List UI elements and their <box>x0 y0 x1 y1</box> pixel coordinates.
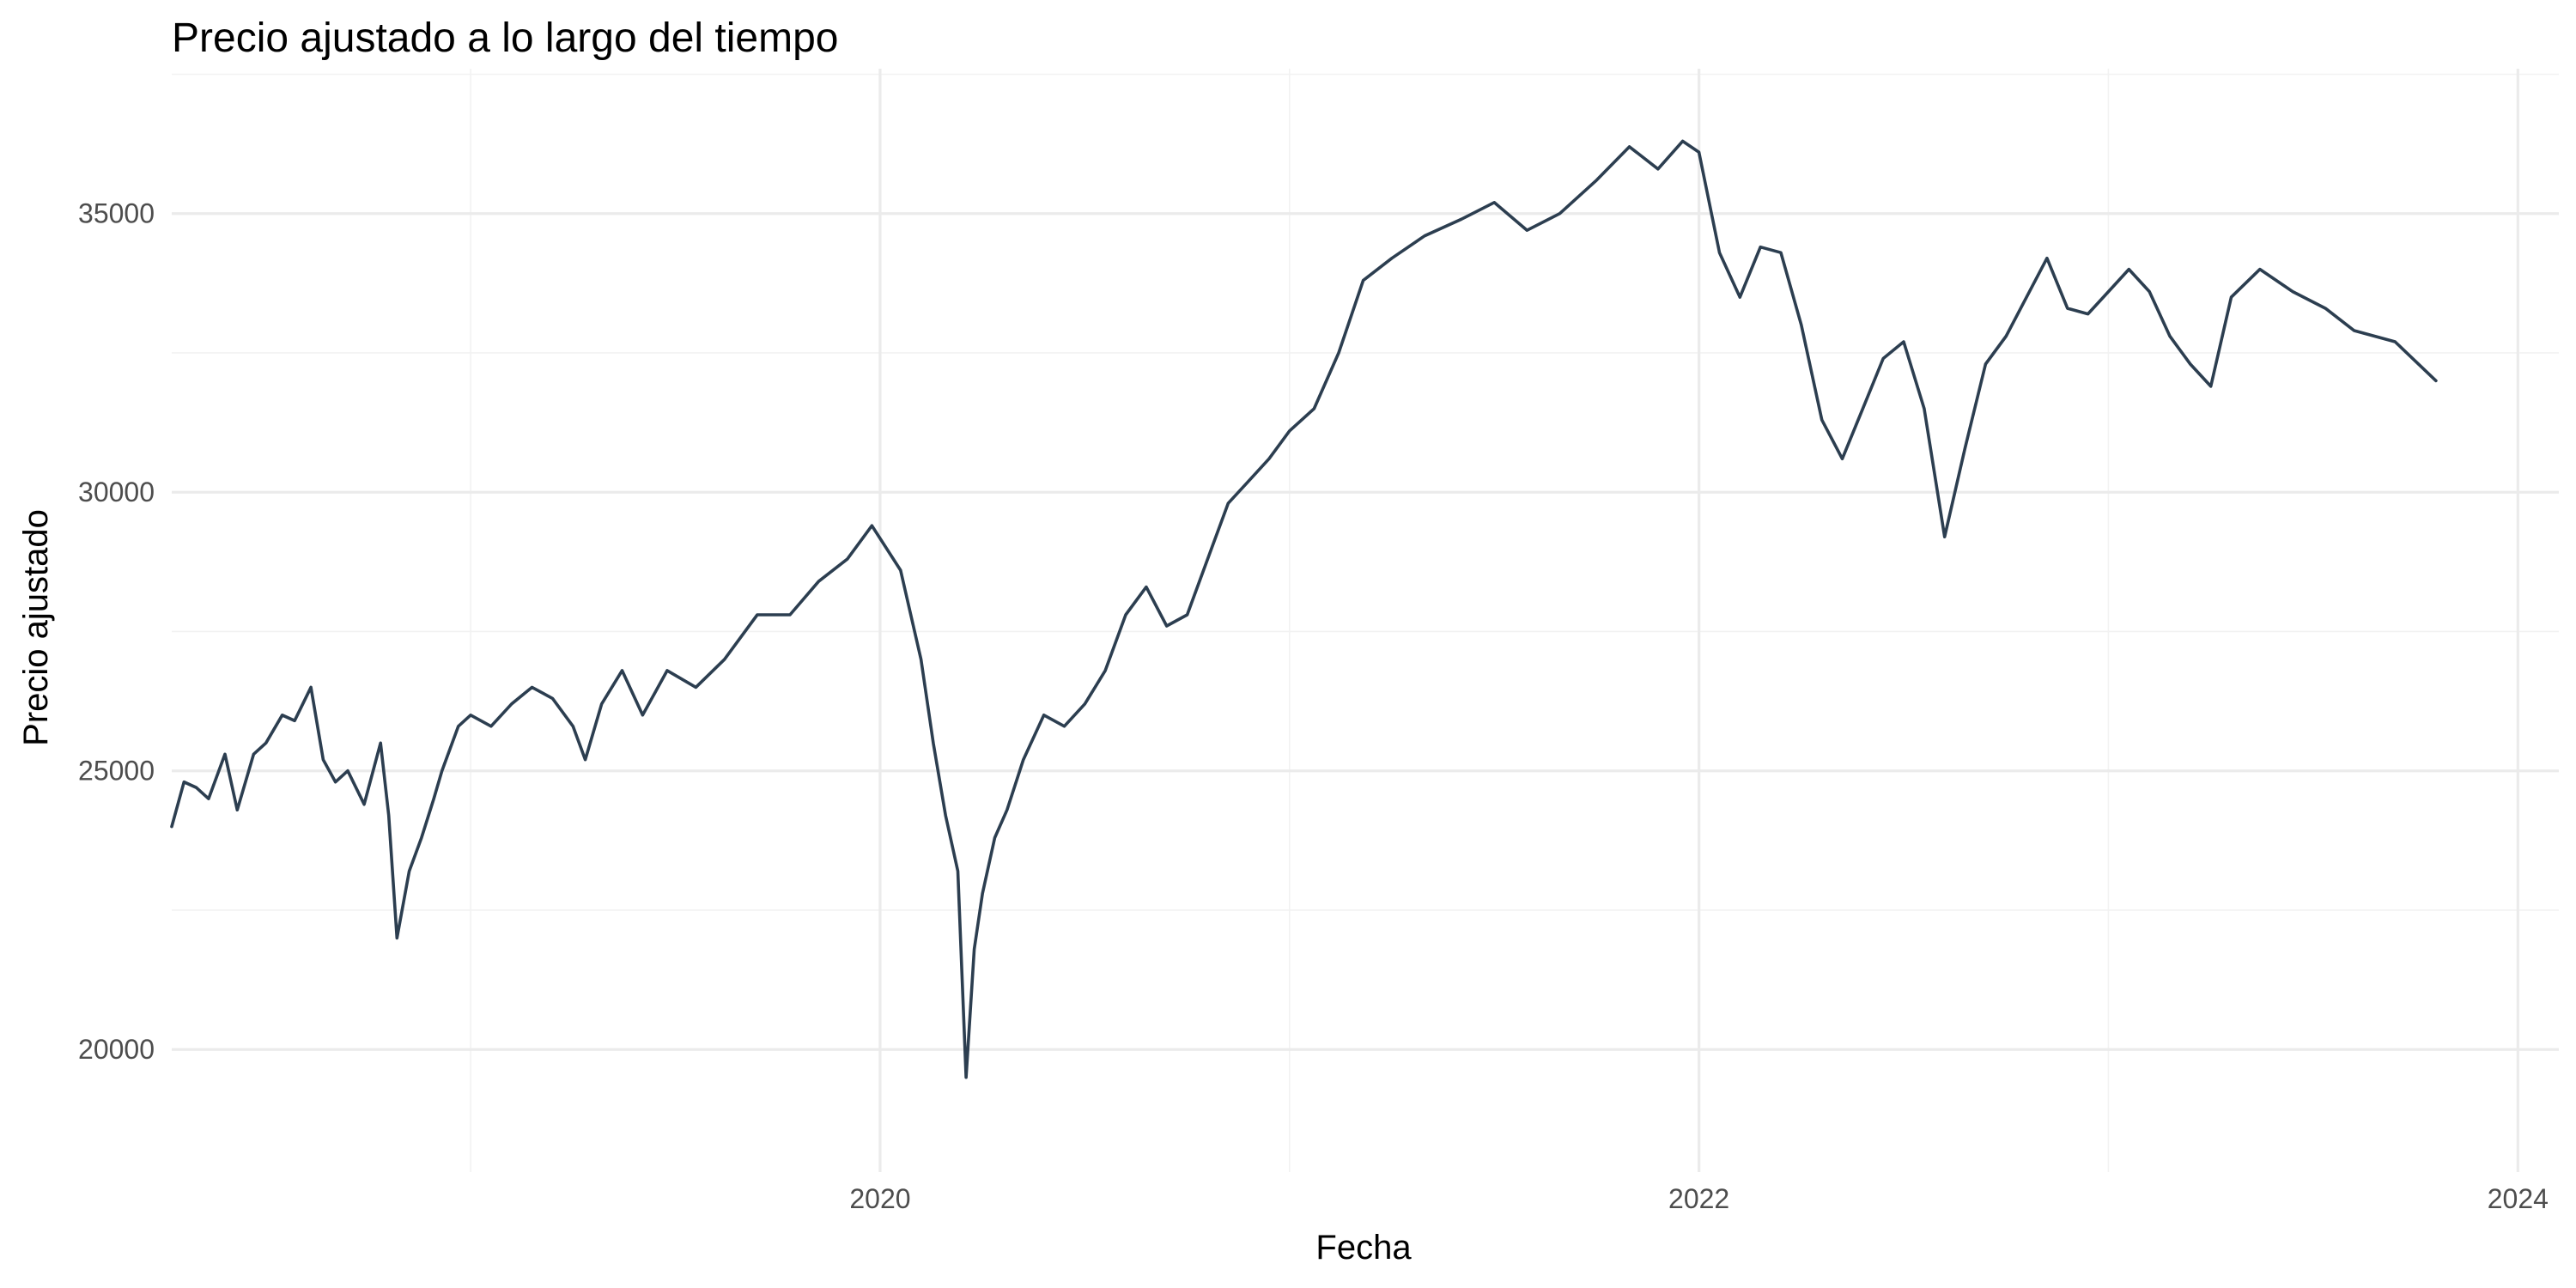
x-tick-label: 2024 <box>2488 1183 2549 1214</box>
x-tick-label: 2022 <box>1668 1183 1729 1214</box>
x-axis-title: Fecha <box>1315 1229 1412 1267</box>
y-axis-title: Precio ajustado <box>17 509 55 746</box>
series-layer <box>170 139 2438 1079</box>
y-tick-label: 35000 <box>78 198 155 229</box>
y-axis-ticks: 20000 25000 30000 35000 <box>78 198 155 1065</box>
x-axis-ticks: 2020 2022 2024 <box>849 1183 2549 1214</box>
y-tick-label: 25000 <box>78 756 155 787</box>
x-tick-label: 2020 <box>849 1183 910 1214</box>
y-tick-label: 20000 <box>78 1034 155 1065</box>
chart-title: Precio ajustado a lo largo del tiempo <box>172 15 838 61</box>
y-tick-label: 30000 <box>78 477 155 507</box>
grid <box>172 69 2559 1172</box>
price-series-line <box>170 139 2438 1079</box>
